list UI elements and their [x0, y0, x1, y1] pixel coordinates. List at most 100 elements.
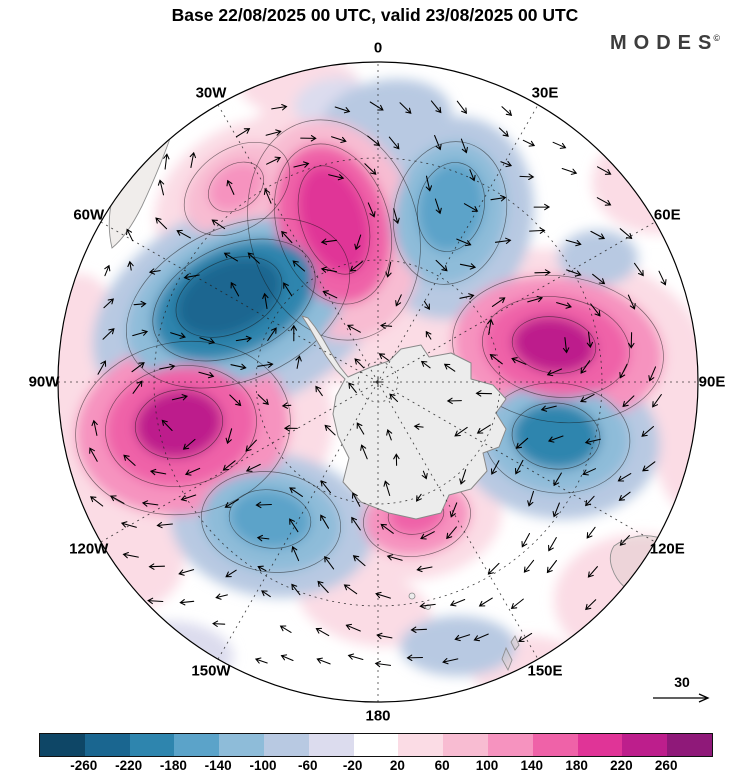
wind-arrow [469, 169, 476, 182]
wind-arrow [257, 565, 267, 572]
wind-arrow [157, 179, 165, 196]
wind-arrow [386, 429, 393, 441]
wind-arrow [317, 580, 329, 594]
wind-arrow [510, 598, 524, 610]
wind-arrow [147, 597, 164, 605]
map-circle-outline [57, 61, 699, 703]
wind-arrow [364, 163, 377, 175]
wind-arrow [406, 654, 424, 662]
wind-arrow [97, 360, 107, 375]
wind-arrow [223, 252, 239, 262]
colorbar-segment [398, 734, 444, 756]
wind-arrow [255, 501, 272, 509]
colorbar-tick: -20 [342, 758, 363, 773]
colorbar-segment [532, 734, 578, 756]
colorbar-tick: 140 [520, 758, 544, 773]
lon-label-0: 0 [373, 39, 383, 57]
wind-arrow [519, 173, 535, 181]
wind-arrow [315, 385, 323, 397]
wind-arrow [316, 657, 331, 665]
wind-arrow [566, 269, 582, 277]
wind-arrow [456, 100, 468, 115]
wind-arrow [383, 480, 391, 497]
wind-arrow [395, 294, 402, 307]
map-title: Base 22/08/2025 00 UTC, valid 23/08/2025… [171, 5, 579, 25]
colorbar-segment [308, 734, 354, 756]
wind-arrow [420, 360, 431, 369]
wind-arrow [320, 238, 338, 245]
pole-cross [373, 377, 383, 387]
colorbar-segment [263, 734, 309, 756]
wind-arrow [290, 324, 298, 342]
wind-arrow [199, 337, 216, 345]
new-zealand-coast [510, 635, 520, 651]
wind-arrow [347, 653, 364, 661]
colorbar-segment [174, 734, 220, 756]
wind-arrow [148, 563, 166, 570]
wind-arrow [642, 461, 656, 472]
wind-arrow [103, 298, 115, 309]
wind-arrow [475, 390, 493, 397]
wind-arrow [131, 362, 145, 373]
wind-arrow [354, 358, 365, 369]
wind-arrow [490, 460, 500, 475]
wind-arrow [562, 337, 570, 354]
wind-arrow [494, 237, 512, 245]
wind-arrow [565, 239, 582, 247]
wind-arrow [320, 514, 330, 529]
wind-arrow [291, 583, 301, 596]
wind-arrow [224, 498, 239, 508]
wind-arrow [266, 156, 282, 165]
wind-arrow [179, 599, 195, 606]
wind-arrow [434, 134, 442, 151]
wind-arrow [463, 203, 479, 212]
wind-arrow [617, 473, 632, 482]
wind-arrow [534, 269, 551, 276]
wind-arrow [320, 266, 338, 273]
wind-arrow [230, 281, 240, 297]
map-interior [58, 62, 698, 702]
wind-arrow [360, 444, 368, 460]
wind-arrow [148, 268, 161, 275]
lon-label-180: 180 [365, 707, 391, 725]
wind-arrow [170, 332, 186, 339]
wind-arrow [295, 355, 302, 369]
colorbar-segment [353, 734, 399, 756]
wind-arrow [456, 238, 472, 247]
wind-arrow [91, 419, 98, 436]
wind-arrow [590, 230, 606, 240]
colorbar-tick: -220 [115, 758, 143, 773]
wind-arrow [236, 128, 251, 138]
wind-arrow [413, 423, 424, 430]
colorbar-segment [487, 734, 533, 756]
wind-arrow [189, 151, 197, 169]
wind-arrow [434, 198, 442, 215]
wind-arrow [198, 371, 215, 379]
wind-arrow [618, 491, 631, 501]
wind-arrow [289, 487, 303, 497]
wind-arrow [163, 153, 170, 170]
wind-arrow [590, 303, 601, 317]
wind-arrow [425, 175, 433, 192]
wind-arrow [521, 532, 531, 548]
wind-arrow [102, 328, 115, 340]
wind-arrow [215, 593, 228, 600]
wind-arrow [552, 502, 560, 518]
wind-arrow [641, 425, 655, 437]
wind-arrow [171, 394, 188, 401]
wind-arrow [449, 502, 458, 518]
reference-arrow-icon [653, 693, 710, 703]
wind-arrow [476, 424, 491, 434]
wind-arrow [446, 397, 462, 405]
wind-arrow [430, 100, 442, 114]
wind-arrow [351, 492, 361, 507]
lon-label-150W: 150W [191, 662, 231, 680]
wind-arrow [262, 292, 269, 310]
vector-reference-value: 30 [674, 674, 690, 690]
wind-arrow [547, 435, 564, 443]
wind-arrow [379, 322, 393, 329]
wind-arrow [454, 634, 471, 642]
wind-arrow [423, 300, 430, 310]
wind-arrow [222, 460, 236, 471]
